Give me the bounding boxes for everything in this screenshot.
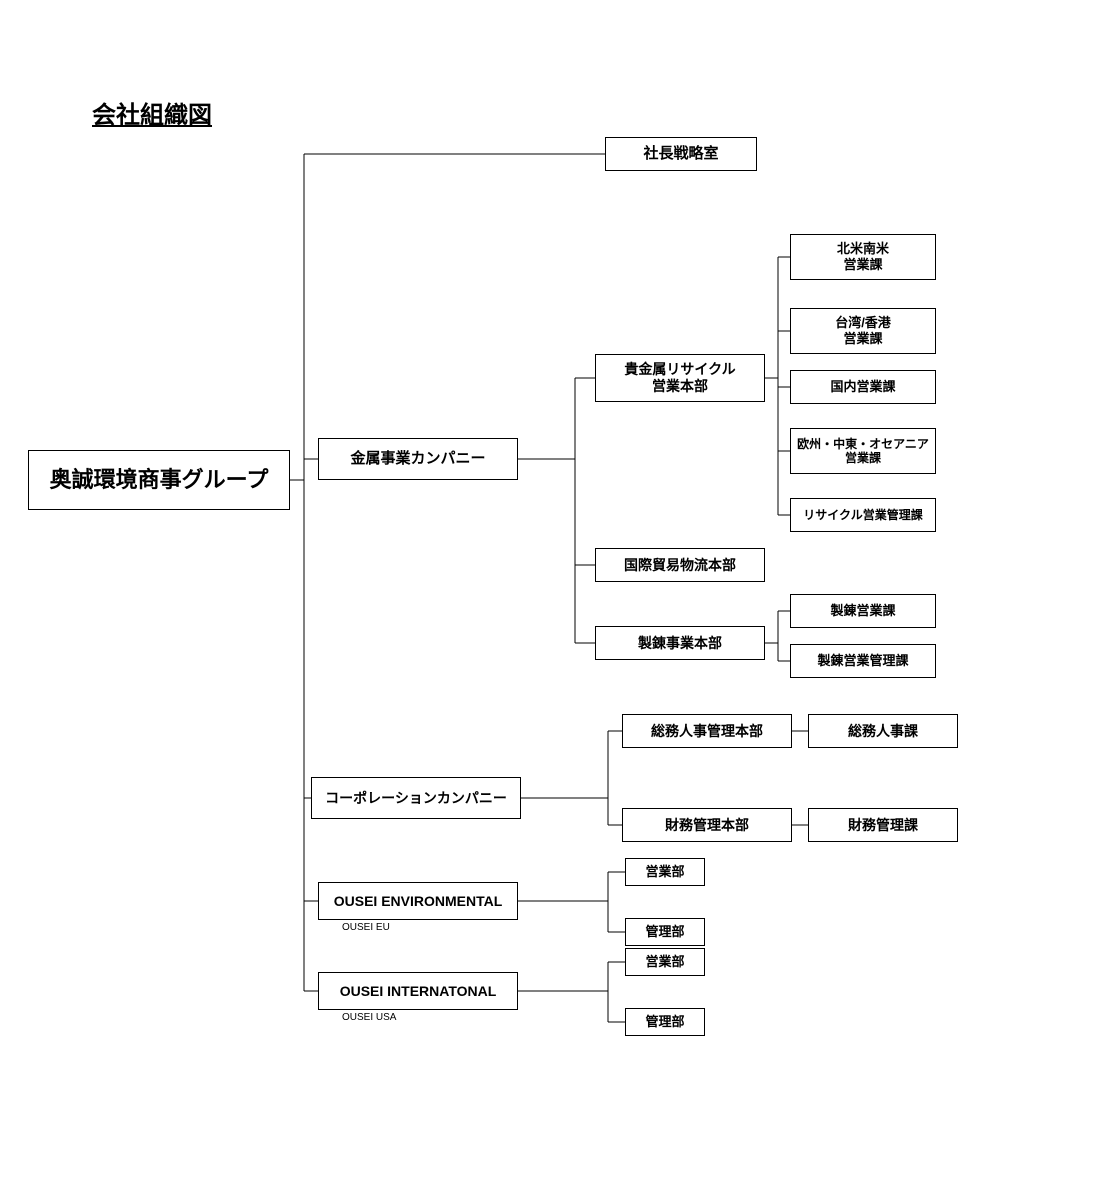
org-node-intl_trade: 国際貿易物流本部 [595,548,765,582]
sub-label-sub_usa: OUSEI USA [342,1012,396,1023]
sub-label-sub_eu: OUSEI EU [342,922,390,933]
org-node-seiren_sales: 製錬営業課 [790,594,936,628]
org-node-seiren_hq: 製錬事業本部 [595,626,765,660]
org-node-tw_hk: 台湾/香港営業課 [790,308,936,354]
org-node-intl_sales: 営業部 [625,948,705,976]
org-node-ousei_env: OUSEI ENVIRONMENTAL [318,882,518,920]
org-node-root: 奥誠環境商事グループ [28,450,290,510]
org-node-zaimu_hq: 財務管理本部 [622,808,792,842]
org-node-recy_mgmt: リサイクル営業管理課 [790,498,936,532]
org-node-domestic: 国内営業課 [790,370,936,404]
org-node-soumu_hq: 総務人事管理本部 [622,714,792,748]
org-node-metal: 金属事業カンパニー [318,438,518,480]
org-node-corp: コーポレーションカンパニー [311,777,521,819]
org-node-env_sales: 営業部 [625,858,705,886]
org-node-eu_me_oc: 欧州・中東・オセアニア営業課 [790,428,936,474]
org-node-seiren_mgmt: 製錬営業管理課 [790,644,936,678]
org-node-intl_admin: 管理部 [625,1008,705,1036]
org-node-env_admin: 管理部 [625,918,705,946]
org-node-senryaku: 社長戦略室 [605,137,757,171]
org-chart-canvas: 会社組織図 奥誠環境商事グループ 社長戦略室金属事業カンパニー 貴金属リサイクル営業… [0,0,1100,1200]
org-node-ousei_intl: OUSEI INTERNATONAL [318,972,518,1010]
page-title: 会社組織図 [92,95,212,130]
org-node-soumu_ka: 総務人事課 [808,714,958,748]
org-node-na_sa: 北米南米営業課 [790,234,936,280]
org-node-zaimu_ka: 財務管理課 [808,808,958,842]
org-node-recycle_hq: 貴金属リサイクル営業本部 [595,354,765,402]
